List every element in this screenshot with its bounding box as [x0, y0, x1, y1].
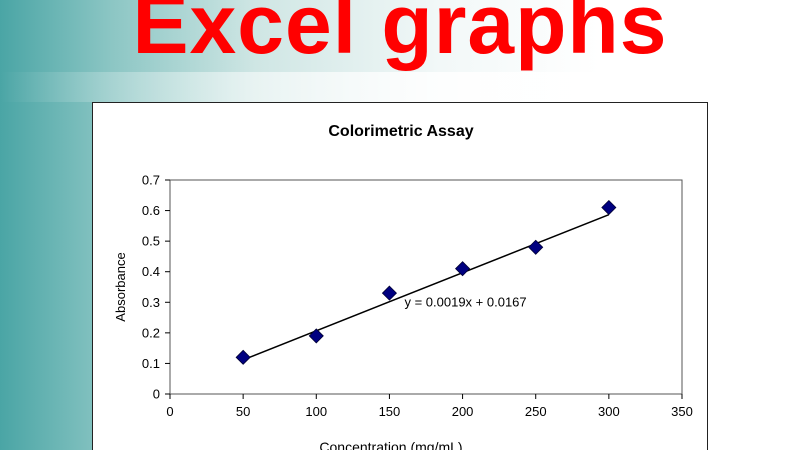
data-point [235, 349, 251, 365]
x-tick-label: 100 [305, 404, 327, 419]
chart-frame: Colorimetric Assay 0 50 100 150 200 250 300 350… [92, 102, 708, 450]
x-tick-label: 200 [452, 404, 474, 419]
x-axis-label: Concentration (mg/mL) [319, 439, 462, 450]
y-tick-label: 0.3 [142, 295, 160, 310]
chart-title: Colorimetric Assay [328, 123, 473, 140]
x-tick-label: 0 [166, 404, 173, 419]
data-point [528, 239, 544, 255]
y-tick-label: 0.1 [142, 356, 160, 371]
data-point [308, 328, 324, 344]
y-tick-label: 0.7 [142, 173, 160, 188]
x-tick-label: 50 [236, 404, 250, 419]
trendline [242, 213, 610, 361]
trendline-equation: y = 0.0019x + 0.0167 [404, 294, 526, 309]
chart-svg: Colorimetric Assay 0 50 100 150 200 250 300 350… [113, 123, 693, 450]
data-point [381, 285, 397, 301]
y-tick-label: 0.6 [142, 203, 160, 218]
slide-title: Excel graphs [132, 0, 668, 71]
y-tick-label: 0.4 [142, 264, 160, 279]
x-tick-label: 150 [379, 404, 401, 419]
plot-area: 0 50 100 150 200 250 300 350 0 0.1 0.2 0.3 0.4 0.5 0.6… [142, 173, 693, 420]
x-tick-label: 350 [671, 404, 693, 419]
x-tick-label: 300 [598, 404, 620, 419]
slide-background-stripe [0, 72, 800, 102]
data-point [601, 199, 617, 216]
y-axis-label: Absorbance [113, 252, 128, 321]
y-tick-label: 0 [153, 387, 160, 402]
y-tick-label: 0.2 [142, 325, 160, 340]
data-point [455, 261, 471, 277]
y-tick-label: 0.5 [142, 234, 160, 249]
x-tick-label: 250 [525, 404, 547, 419]
